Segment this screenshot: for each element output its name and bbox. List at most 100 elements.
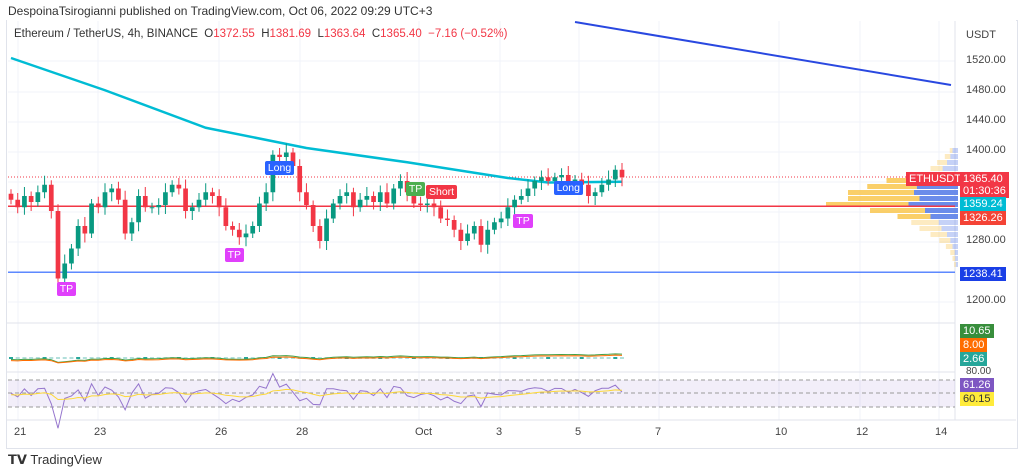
macd-histogram-bar — [230, 357, 235, 359]
candle-body — [324, 218, 329, 241]
date-tick: Oct — [415, 426, 433, 438]
date-tick: 12 — [856, 426, 869, 438]
macd-histogram-bar — [552, 357, 557, 359]
candle-body — [465, 233, 470, 241]
bar-countdown: 01:30:36 — [963, 185, 1006, 197]
rsi-ma-label: 60.15 — [960, 392, 994, 406]
candle-body — [559, 175, 564, 178]
candle-body — [62, 263, 68, 279]
volume-profile-bar — [952, 256, 956, 261]
macd-histogram-bar — [116, 357, 121, 359]
candle-body — [344, 192, 350, 196]
change-value: −7.16 (−0.52%) — [428, 28, 508, 40]
signal-line — [10, 354, 623, 364]
macd-histogram-bar — [539, 357, 544, 359]
macd-histogram-bar — [76, 357, 81, 359]
candle-body — [8, 193, 14, 200]
volume-profile-bar — [930, 166, 943, 171]
candle-body — [243, 233, 249, 238]
volume-profile-bar — [930, 214, 958, 219]
volume-profile-bar — [950, 238, 958, 243]
blue-level-label: 1238.41 — [960, 267, 1006, 281]
macd-histogram-bar — [82, 357, 87, 359]
candle-body — [431, 203, 437, 208]
candle-body — [310, 205, 316, 226]
candle-body — [384, 192, 390, 204]
macd-histogram-bar — [49, 357, 54, 359]
volume-profile-bar — [945, 244, 953, 249]
price-tick: 1400.00 — [966, 144, 1006, 156]
candle-body — [518, 196, 524, 200]
candle-body — [169, 184, 175, 193]
ma-price-label: 1359.24 — [960, 197, 1006, 211]
macd-histogram-bar — [579, 357, 584, 359]
volume-profile-bar — [955, 256, 958, 261]
candle-body — [451, 220, 457, 230]
macd-histogram-bar — [15, 357, 20, 359]
candle-body — [619, 169, 625, 178]
candle-body — [492, 222, 497, 230]
macd-histogram-bar — [586, 357, 591, 359]
macd-histogram-bar — [613, 357, 618, 359]
macd-histogram-bar — [593, 357, 598, 359]
volume-profile-bar — [886, 178, 920, 183]
candle-body — [445, 218, 450, 220]
trend-line — [574, 21, 952, 86]
candle-body — [136, 196, 141, 223]
candle-body — [297, 166, 303, 193]
close-value: 1365.40 — [380, 28, 422, 40]
macd-histogram-bar — [96, 357, 101, 359]
macd-histogram-bar — [237, 357, 242, 359]
volume-profile-bar — [848, 190, 914, 195]
volume-profile-bar — [908, 202, 958, 207]
macd-histogram-bar — [42, 357, 47, 359]
price-tick: 1440.00 — [966, 114, 1006, 126]
volume-profile-bar — [938, 220, 958, 225]
macd-histogram-bar — [599, 357, 604, 359]
volume-profile-bar — [952, 244, 958, 249]
candle-body — [176, 184, 182, 189]
macd-histogram-bar — [9, 357, 13, 359]
volume-profile-bar — [867, 184, 917, 189]
volume-profile-bar — [919, 226, 942, 231]
candle-body — [196, 199, 202, 208]
signal-tag-long: Long — [553, 181, 583, 195]
candle-body — [55, 211, 61, 279]
macd-histogram-bar — [156, 357, 161, 359]
macd-histogram-bar — [69, 357, 74, 359]
macd-histogram-bar — [391, 357, 396, 359]
symbol-price-tag: ETHUSDT — [906, 172, 964, 186]
macd-histogram-bar — [103, 357, 107, 359]
volume-profile-bar — [955, 262, 958, 267]
volume-profile-bar — [944, 154, 951, 159]
currency-label: USDT — [966, 29, 996, 41]
candle-body — [498, 218, 504, 223]
volume-profile-bar — [954, 262, 956, 267]
signal-tag-tp: TP — [224, 247, 244, 262]
rsi-line — [10, 372, 623, 429]
macd-histogram-bar — [317, 357, 322, 359]
candle-body — [391, 188, 397, 204]
signal-tag-tp: TP — [56, 281, 77, 296]
candle-body — [216, 196, 222, 208]
volume-profile-bar — [949, 148, 953, 153]
candle-body — [230, 226, 235, 230]
candle-body — [606, 179, 611, 185]
signal-tag-short: Short — [426, 185, 458, 200]
rsi-label: 61.26 — [960, 378, 994, 392]
macd-histogram-bar — [22, 357, 27, 359]
tradingview-logo[interactable]: 𝗧𝗩 TradingView — [8, 452, 102, 467]
candle-body — [95, 203, 101, 208]
volume-profile-bar — [916, 184, 958, 189]
macd-histogram-bar — [573, 357, 577, 359]
candle-body — [42, 184, 47, 193]
candle-body — [102, 192, 108, 208]
macd-histogram-bar — [129, 357, 134, 359]
candle-body — [257, 203, 262, 226]
price-tick: 1200.00 — [966, 294, 1006, 306]
volume-profile-bar — [950, 154, 958, 159]
candle-body — [149, 207, 155, 209]
macd-histogram-bar — [223, 357, 228, 359]
candle-body — [116, 188, 121, 200]
